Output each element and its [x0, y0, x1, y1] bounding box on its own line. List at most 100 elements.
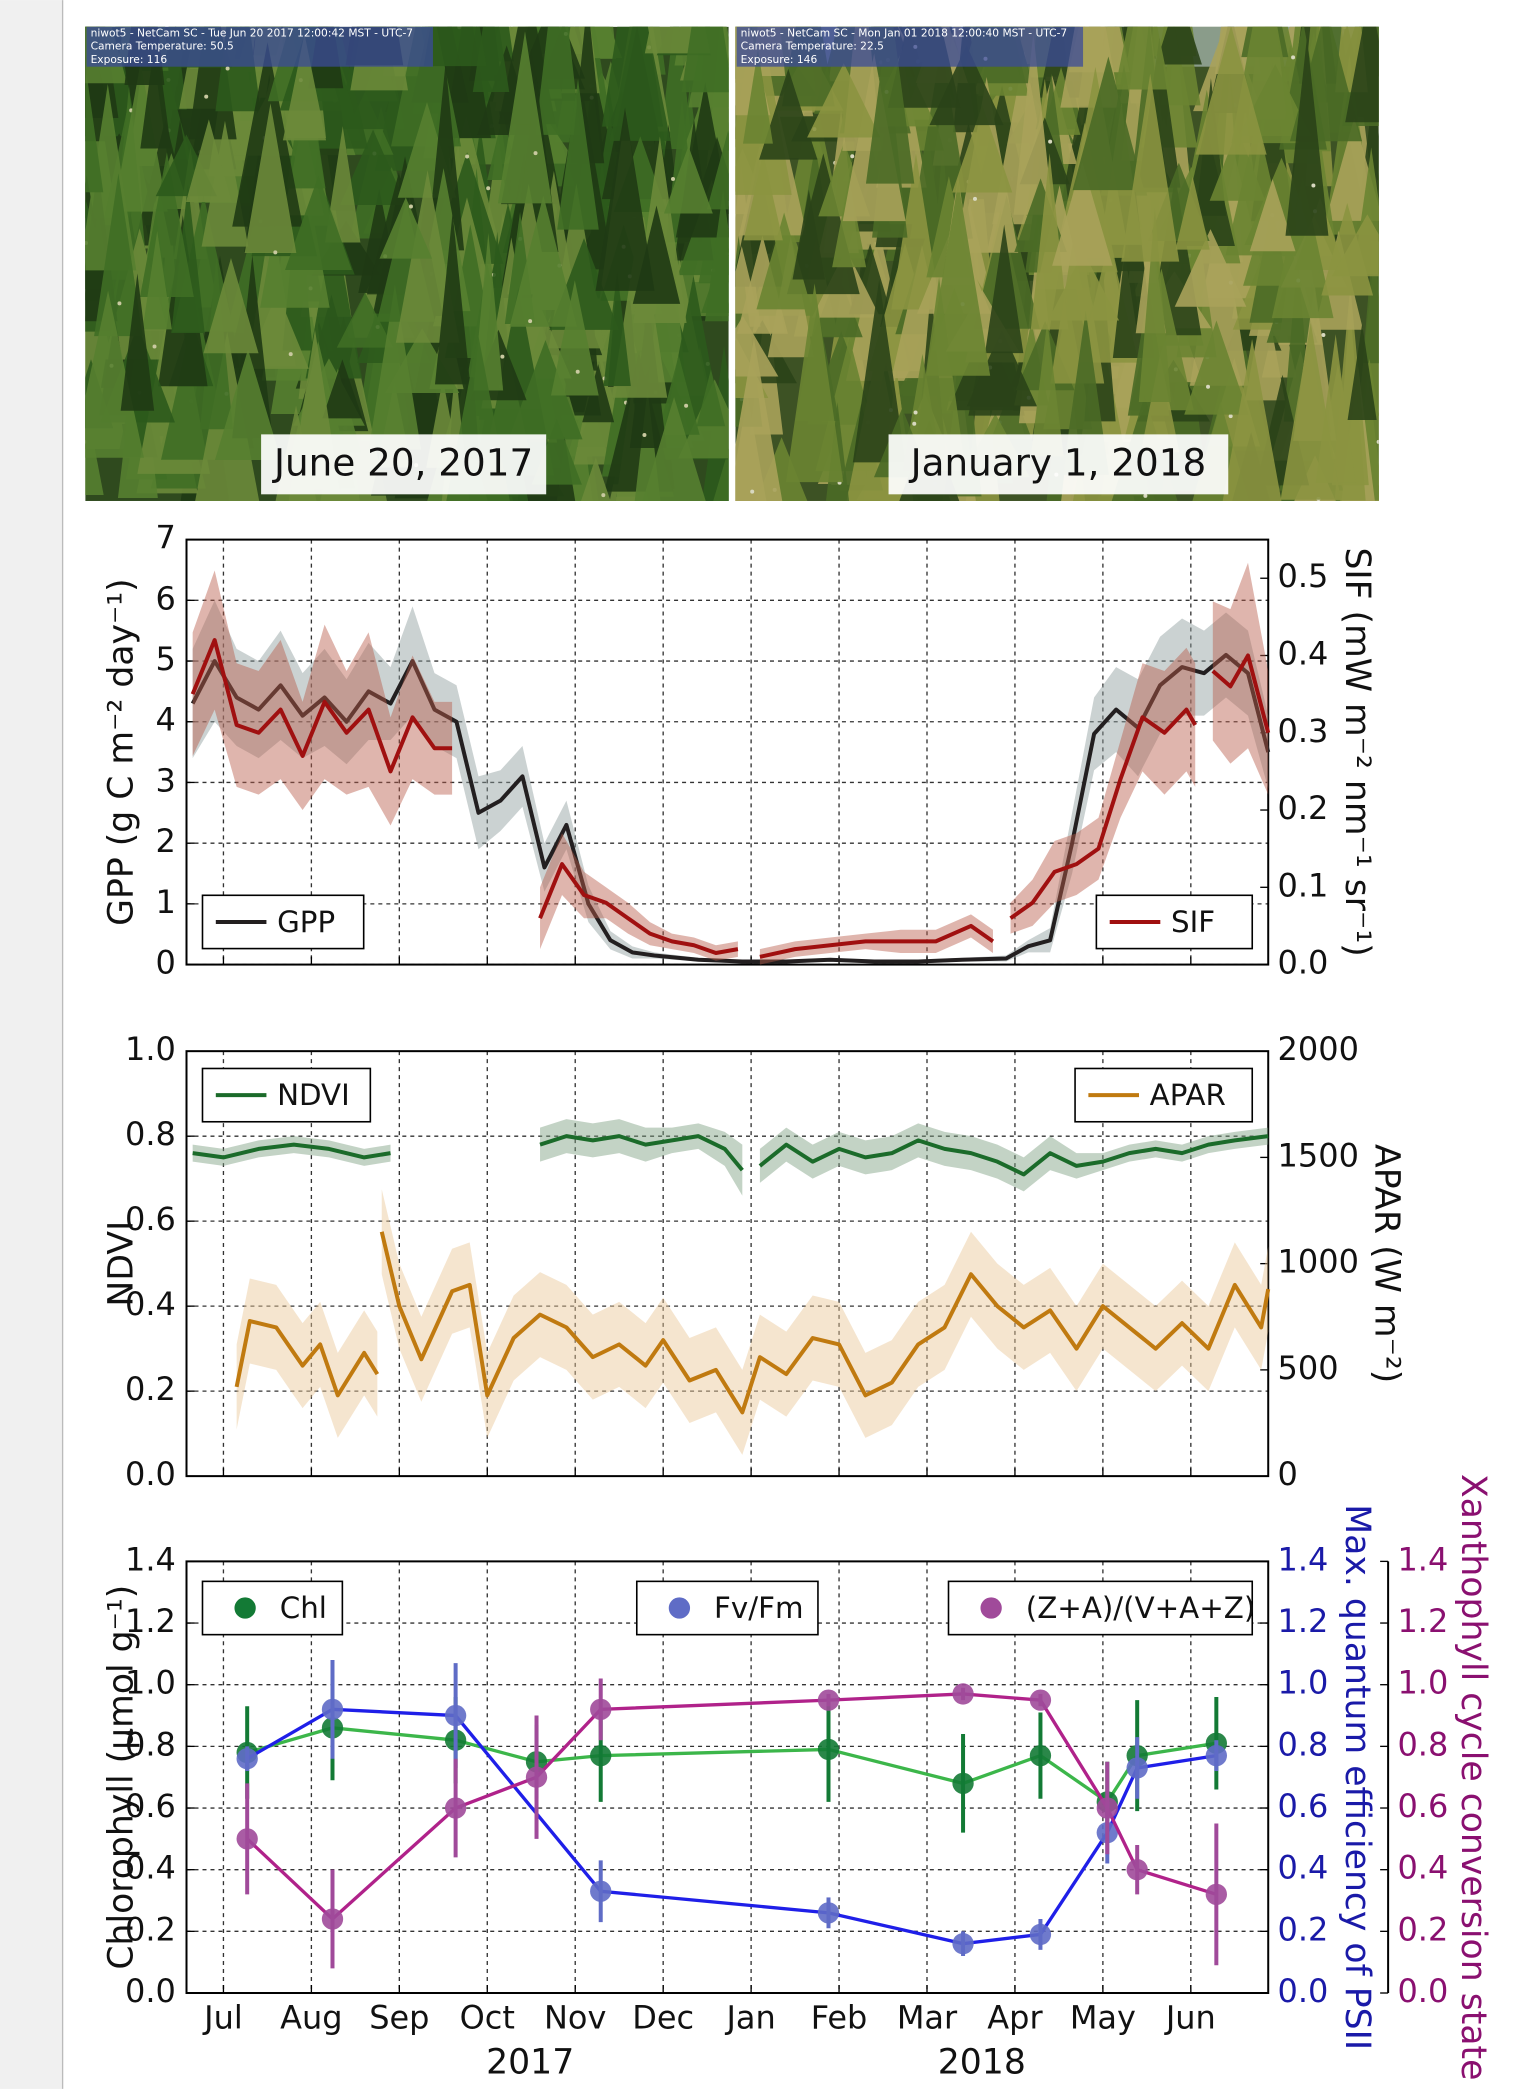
y2-tick-label: 500	[1278, 1349, 1339, 1387]
tree	[713, 448, 729, 501]
axis-label: SIF (mW m⁻² nm⁻¹ sr⁻¹)	[1337, 547, 1377, 956]
tree	[792, 189, 826, 280]
band	[1010, 647, 1196, 934]
x-tick-label: Mar	[897, 1999, 958, 2037]
label-box	[261, 434, 547, 495]
x-tick-label: Jun	[1164, 1999, 1216, 2037]
tree	[550, 280, 599, 396]
tree	[497, 31, 553, 204]
axis-label: GPP (g C m⁻² day⁻¹)	[102, 578, 142, 926]
y-tick-label: 3	[156, 761, 176, 799]
highlight	[1311, 183, 1316, 188]
tree	[1345, 26, 1379, 123]
tree	[743, 154, 783, 241]
tree	[443, 26, 491, 138]
highlight	[486, 186, 491, 191]
y-tick-label: 0.0	[125, 1455, 176, 1493]
y2-tick-label: 1.0	[1278, 1664, 1329, 1702]
tree	[1174, 229, 1247, 307]
highlight	[913, 410, 918, 415]
x-tick-label: Apr	[987, 1999, 1043, 2037]
legend-label: NDVI	[277, 1078, 350, 1112]
highlight	[575, 369, 580, 374]
y-tick-label: 0.6	[125, 1200, 176, 1238]
tree	[508, 340, 583, 440]
tree	[735, 338, 783, 501]
marker	[321, 1908, 344, 1930]
camera-info: Exposure: 116	[91, 53, 168, 66]
y3-tick-label: 1.4	[1397, 1540, 1448, 1578]
tree	[1209, 129, 1266, 201]
legend-box	[635, 1580, 819, 1636]
tree	[1347, 323, 1377, 420]
legend-swatch	[980, 1597, 1002, 1619]
tree	[663, 145, 713, 214]
tree	[704, 189, 729, 322]
y2-tick-label: 0	[1278, 1455, 1298, 1493]
x-tick-label: Oct	[460, 1999, 515, 2037]
marker	[236, 1748, 258, 1770]
plot-frame	[185, 1050, 1270, 1478]
marker	[525, 1766, 548, 1788]
legend-label: SIF	[1171, 905, 1215, 939]
tree	[325, 126, 361, 243]
tree	[1195, 26, 1267, 155]
highlight	[912, 421, 917, 426]
camera-info: Camera Temperature: 50.5	[91, 40, 234, 53]
band	[1212, 562, 1269, 795]
legend-label: (Z+A)/(V+A+Z)	[1026, 1591, 1255, 1625]
tree	[158, 26, 187, 110]
tree	[113, 62, 168, 212]
y-tick-label: 4	[156, 701, 176, 739]
marker	[1029, 1689, 1052, 1711]
marker	[1096, 1797, 1118, 1819]
legend-label: Chl	[280, 1591, 327, 1625]
tree	[742, 49, 773, 144]
y3-tick-label: 1.2	[1397, 1602, 1448, 1640]
tree	[735, 246, 759, 314]
y-tick-label: 0.4	[125, 1849, 176, 1887]
tree	[1249, 178, 1296, 252]
tree	[595, 107, 655, 291]
y-tick-label: 1.0	[125, 1664, 176, 1702]
y3-tick-label: 1.0	[1397, 1664, 1448, 1702]
marker	[1029, 1744, 1052, 1767]
photo: niwot5 - NetCam SC - Tue Jun 20 2017 12:…	[85, 26, 729, 501]
marker	[1126, 1757, 1148, 1779]
tree	[244, 103, 297, 253]
tree	[285, 175, 352, 271]
x-tick-label: Jul	[202, 1999, 243, 2037]
tree	[1121, 73, 1180, 262]
y2-tick-label: 1000	[1278, 1243, 1359, 1281]
highlight	[671, 176, 675, 181]
tree	[1062, 310, 1109, 475]
tree	[203, 257, 259, 354]
highlight	[684, 403, 689, 408]
band	[759, 1123, 1269, 1192]
axis-label: Chlorophyll (μmol g⁻¹)	[102, 1585, 142, 1970]
highlight	[408, 204, 413, 209]
axis-label: Xanthophyll cycle conversion state	[1453, 1474, 1493, 2080]
tree	[282, 34, 327, 141]
y2-tick-label: 0.2	[1278, 789, 1329, 827]
label-box	[888, 434, 1229, 495]
marker	[444, 1797, 467, 1819]
tree	[336, 292, 394, 348]
tree	[142, 230, 172, 330]
y-tick-label: 1	[156, 883, 176, 921]
tree	[120, 273, 155, 411]
line	[190, 638, 1271, 959]
tree	[1047, 251, 1120, 321]
highlight	[1321, 332, 1326, 337]
tree	[1238, 64, 1312, 137]
overlay-bg	[86, 26, 433, 67]
highlight	[465, 154, 470, 159]
highlight	[273, 250, 278, 255]
tree	[1052, 162, 1113, 266]
tree	[423, 26, 487, 67]
x-tick-label: Feb	[811, 1999, 868, 2037]
highlight	[288, 352, 293, 357]
plot-frame	[185, 1560, 1270, 1995]
tree	[1114, 26, 1170, 90]
y2-tick-label: 0.4	[1278, 1849, 1329, 1887]
